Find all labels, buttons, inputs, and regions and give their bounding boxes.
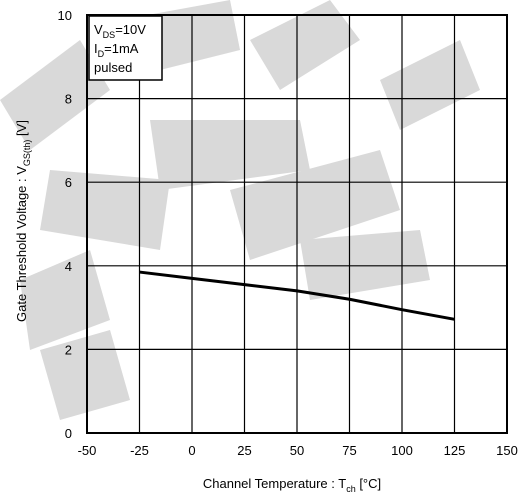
y-tick-label: 10 bbox=[58, 8, 72, 23]
y-tick-label: 2 bbox=[65, 342, 72, 357]
x-tick-label: 100 bbox=[391, 443, 413, 458]
x-tick-label: 50 bbox=[290, 443, 304, 458]
watermark-shape bbox=[380, 40, 480, 130]
series-layer bbox=[139, 270, 455, 321]
condition-pulsed: pulsed bbox=[94, 60, 132, 75]
y-tick-label: 0 bbox=[65, 426, 72, 441]
watermark-shape bbox=[0, 40, 110, 150]
y-tick-label: 8 bbox=[65, 92, 72, 107]
x-tick-label: 125 bbox=[444, 443, 466, 458]
y-tick-label: 4 bbox=[65, 259, 72, 274]
x-tick-label: -50 bbox=[78, 443, 97, 458]
watermark-shape bbox=[250, 0, 360, 90]
x-axis-label: Channel Temperature : Tch [°C] bbox=[203, 476, 381, 494]
plot-frame bbox=[86, 14, 508, 434]
x-tick-label: -25 bbox=[130, 443, 149, 458]
watermark-shape bbox=[230, 150, 400, 260]
watermark bbox=[0, 0, 480, 420]
tick-labels: -50 -25 0 25 50 75 100 125 150 0 2 4 6 8 10 bbox=[58, 8, 518, 458]
condition-vds: VDS=10V bbox=[94, 22, 146, 40]
series-line bbox=[139, 270, 455, 321]
conditions-box: VDS=10V ID=1mA pulsed bbox=[88, 15, 163, 81]
watermark-shape bbox=[40, 330, 130, 420]
x-tick-label: 75 bbox=[342, 443, 356, 458]
y-tick-label: 6 bbox=[65, 175, 72, 190]
y-axis-label: Gate Threshold Voltage : VGS(th) [V] bbox=[14, 120, 32, 322]
watermark-shape bbox=[40, 170, 170, 250]
x-tick-label: 150 bbox=[496, 443, 518, 458]
watermark-shape bbox=[300, 230, 430, 300]
watermark-shape bbox=[150, 120, 310, 190]
condition-id: ID=1mA bbox=[94, 41, 139, 59]
x-tick-label: 0 bbox=[188, 443, 195, 458]
x-tick-label: 25 bbox=[237, 443, 251, 458]
conditions-box-frame bbox=[88, 15, 163, 81]
